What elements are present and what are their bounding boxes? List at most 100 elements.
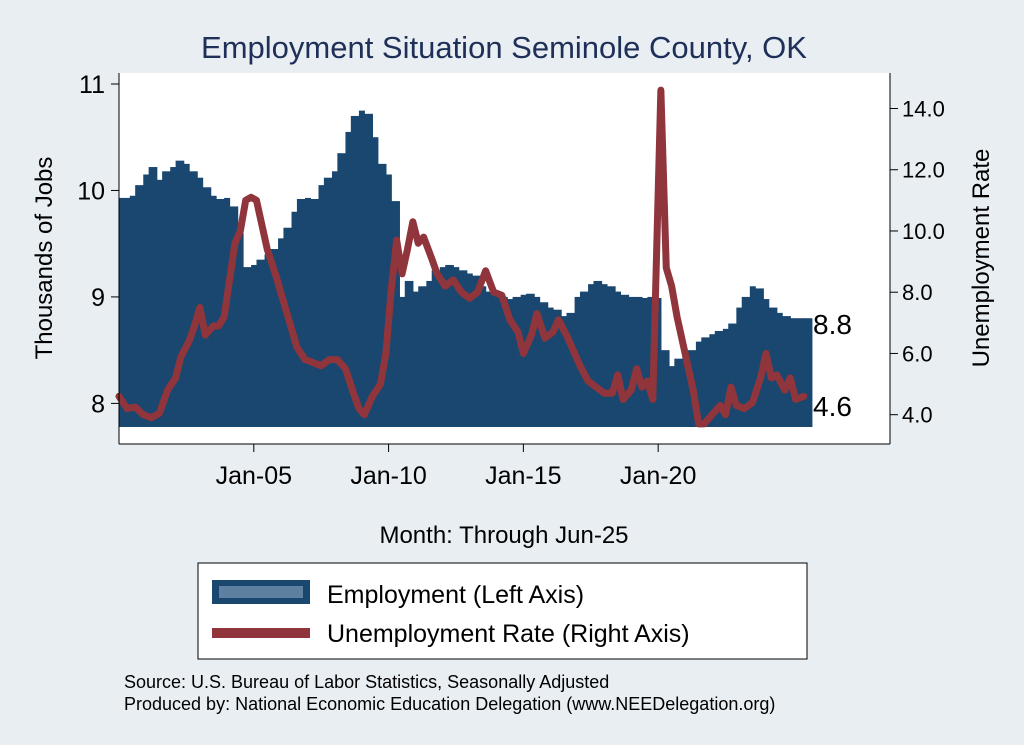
employment-bar <box>210 195 217 427</box>
employment-bar <box>291 211 298 427</box>
employment-bar <box>553 309 562 427</box>
employment-bar <box>323 177 333 427</box>
source-note: Source: U.S. Bureau of Labor Statistics,… <box>124 672 609 692</box>
employment-bar <box>668 366 675 427</box>
employment-bar <box>606 286 616 427</box>
left-tick-label: 8 <box>91 390 105 418</box>
employment-bar <box>790 318 797 427</box>
employment-bar <box>755 288 764 427</box>
employment-bar <box>749 286 756 427</box>
employment-bar <box>202 187 212 427</box>
employment-bar <box>445 264 454 427</box>
employment-bar <box>135 185 144 427</box>
right-axis-label: Unemployment Rate <box>968 149 995 368</box>
employment-bar <box>682 355 689 427</box>
employment-bar <box>776 312 783 427</box>
right-tick-label: 4.0 <box>902 403 933 428</box>
right-tick-label: 6.0 <box>902 341 933 366</box>
employment-bar <box>358 110 365 428</box>
employment-bar <box>426 280 433 427</box>
employment-bar <box>701 337 710 427</box>
employment-bar <box>741 296 751 427</box>
employment-bar <box>237 233 244 427</box>
employment-bar <box>318 185 325 427</box>
employment-bar <box>660 350 670 427</box>
employment-bar <box>561 316 568 427</box>
left-tick-label: 11 <box>79 71 105 99</box>
employment-bar <box>331 171 338 427</box>
employment-bar <box>345 131 352 427</box>
chart-title: Employment Situation Seminole County, OK <box>201 30 807 65</box>
employment-bar <box>350 115 360 427</box>
employment-bar <box>782 316 791 427</box>
employment-bar <box>264 254 271 427</box>
employment-bar <box>728 323 737 427</box>
employment-bar <box>412 291 419 427</box>
employment-bar <box>256 259 266 427</box>
employment-bar <box>472 275 481 427</box>
employment-bar <box>526 293 535 427</box>
employment-bar <box>143 174 150 427</box>
employment-bar <box>615 291 622 427</box>
employment-bar <box>439 267 446 427</box>
employment-bar <box>803 318 813 427</box>
unemployment-end-label: 4.6 <box>813 391 852 422</box>
employment-bar <box>458 270 468 427</box>
employment-bar <box>399 296 406 427</box>
employment-bar <box>404 280 414 427</box>
employment-bar <box>768 307 778 427</box>
legend-label-employment: Employment (Left Axis) <box>327 581 584 609</box>
employment-bar <box>588 284 595 427</box>
employment-bar <box>296 198 306 427</box>
employment-bar <box>736 307 743 427</box>
employment-bar <box>243 267 252 427</box>
employment-bar <box>620 294 630 427</box>
employment-bar <box>364 113 374 427</box>
left-axis-label: Thousands of Jobs <box>31 157 58 360</box>
employment-bar <box>493 294 500 427</box>
employment-bar <box>189 171 198 427</box>
employment-bar <box>148 167 158 428</box>
employment-bar <box>197 177 204 427</box>
employment-end-label: 8.8 <box>813 309 852 340</box>
employment-bar <box>183 163 190 427</box>
employment-bar <box>714 330 724 427</box>
left-tick-label: 10 <box>77 177 105 205</box>
employment-bar <box>520 294 527 427</box>
employment-bar <box>655 297 662 427</box>
employment-bar <box>722 328 729 427</box>
x-tick-label: Jan-10 <box>350 462 426 490</box>
employment-bar <box>480 286 487 427</box>
legend-swatch-employment-inner <box>219 586 303 598</box>
right-tick-label: 8.0 <box>902 280 933 305</box>
employment-bar <box>695 341 702 427</box>
employment-bar <box>269 249 279 427</box>
employment-bar <box>507 299 514 427</box>
legend <box>197 562 808 660</box>
employment-bar <box>175 160 185 427</box>
employment-bar <box>633 296 643 427</box>
employment-bar <box>709 334 716 427</box>
employment-bar <box>485 291 495 427</box>
left-tick-label: 9 <box>91 284 105 312</box>
unemployment-line-path <box>115 86 808 428</box>
x-axis-label: Month: Through Jun-25 <box>379 522 628 549</box>
employment-bar <box>641 297 648 427</box>
employment-bar <box>566 312 576 427</box>
employment-bar <box>251 264 258 427</box>
axis-ticks: 8 9 10 11 4.0 6.0 8.0 10.0 12.0 14.0 Jan-05 Jan-10 J… <box>77 71 945 490</box>
employment-bar <box>310 198 320 427</box>
employment-bar <box>431 270 441 427</box>
employment-bar <box>372 137 379 428</box>
legend-label-unemployment: Unemployment Rate (Right Axis) <box>327 620 690 648</box>
employment-bar <box>674 358 684 427</box>
right-tick-label: 10.0 <box>902 219 945 244</box>
x-tick-label: Jan-20 <box>620 462 696 490</box>
employment-bar <box>216 198 225 427</box>
employment-bar <box>162 171 171 427</box>
employment-bar <box>229 206 239 427</box>
employment-bar <box>156 179 163 427</box>
x-tick-label: Jan-05 <box>216 462 292 490</box>
employment-bar <box>305 197 311 427</box>
employment-bar <box>418 286 427 427</box>
